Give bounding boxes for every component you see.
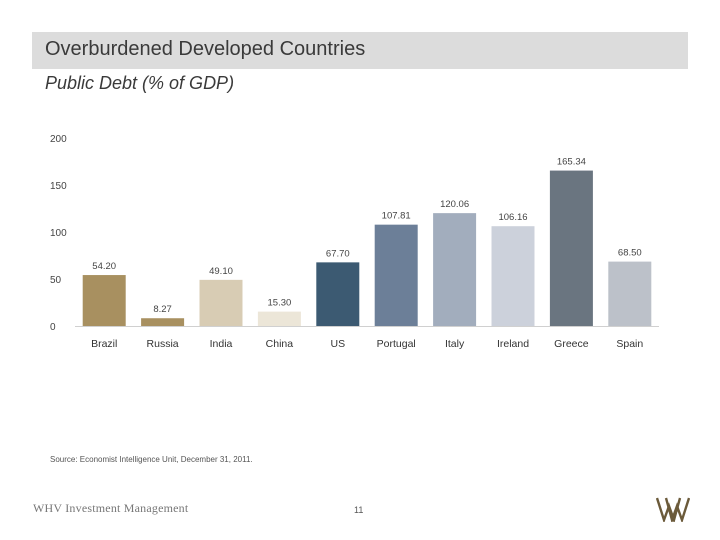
x-tick-label: China [266, 338, 294, 350]
y-tick-label: 150 [50, 181, 67, 192]
whv-logo-icon [656, 497, 690, 522]
y-tick-label: 50 [50, 275, 62, 286]
bar [433, 213, 477, 326]
data-label: 68.50 [618, 248, 642, 259]
y-tick-label: 100 [50, 228, 67, 239]
y-tick-label: 0 [50, 322, 56, 333]
data-label: 8.27 [153, 304, 172, 315]
data-label: 67.70 [326, 248, 350, 259]
bar [608, 261, 652, 326]
data-label: 107.81 [382, 211, 411, 222]
page-title: Overburdened Developed Countries [45, 38, 366, 60]
bar [199, 279, 243, 326]
x-tick-label: Spain [616, 338, 643, 350]
bar [549, 170, 593, 326]
data-label: 106.16 [498, 212, 527, 223]
source-note: Source: Economist Intelligence Unit, Dec… [50, 455, 253, 464]
x-tick-label: US [331, 338, 346, 350]
y-tick-label: 200 [50, 134, 67, 145]
x-tick-label: India [210, 338, 233, 350]
bar [257, 311, 301, 326]
x-tick-label: Italy [445, 338, 465, 350]
x-tick-label: Portugal [377, 338, 416, 350]
x-tick-label: Russia [147, 338, 179, 350]
bar [491, 226, 535, 326]
data-label: 54.20 [92, 261, 116, 272]
x-tick-label: Greece [554, 338, 589, 350]
bar [316, 262, 360, 326]
data-label: 120.06 [440, 199, 469, 210]
bar [374, 224, 418, 326]
page-subtitle: Public Debt (% of GDP) [45, 73, 235, 93]
data-label: 15.30 [268, 298, 292, 309]
title-bar [32, 32, 688, 69]
data-label: 165.34 [557, 157, 586, 168]
page-number: 11 [354, 505, 364, 515]
data-label: 49.10 [209, 266, 233, 277]
brand-name: WHV Investment Management [33, 501, 189, 515]
x-tick-label: Ireland [497, 338, 529, 350]
x-tick-label: Brazil [91, 338, 117, 350]
bar [82, 275, 126, 326]
bar [141, 318, 185, 326]
